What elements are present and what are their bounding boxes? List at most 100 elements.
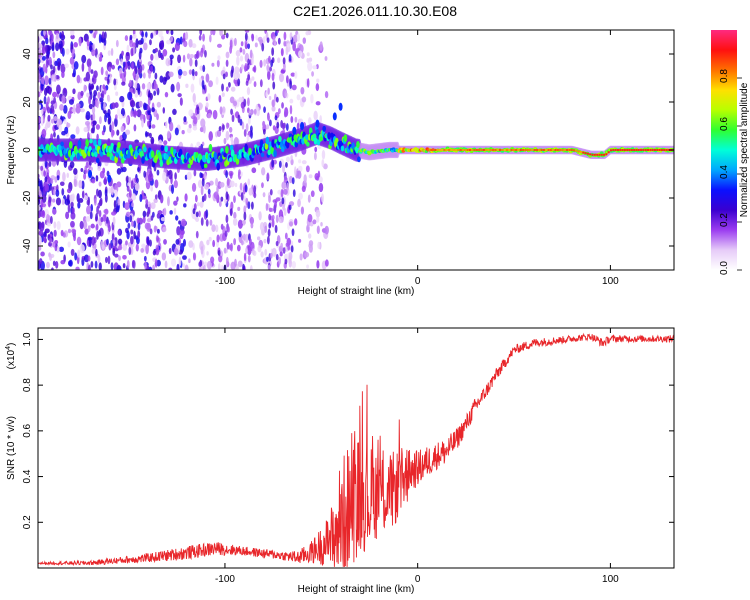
- spectrogram-streak: [103, 31, 107, 40]
- spectrogram-speckle: [126, 44, 130, 53]
- spectrogram-speckle: [233, 37, 237, 47]
- spectrogram-streak: [274, 224, 278, 234]
- spectrogram-speckle: [55, 189, 60, 197]
- spectrogram-streak: [283, 111, 287, 118]
- spectrogram-streak: [99, 51, 103, 58]
- spectrogram-streak: [272, 81, 276, 90]
- spectrogram-speckle: [158, 30, 163, 38]
- spectrogram-speckle: [60, 259, 66, 265]
- spectrogram-streak: [156, 235, 159, 242]
- spectrogram-excursion: [107, 174, 112, 183]
- spectrogram-ridge-core: [164, 145, 168, 153]
- spectrogram-ridge-peak: [512, 149, 515, 151]
- snr-y-scale-label: (x104): [5, 343, 17, 370]
- spectrogram-ridge-peak: [614, 149, 617, 151]
- spectrogram-speckle: [121, 81, 126, 86]
- spectrogram-ridge-peak: [438, 149, 441, 151]
- spectrogram-speckle: [78, 180, 83, 189]
- spectrogram-speckle: [305, 30, 310, 36]
- spectrogram-speckle: [119, 95, 125, 103]
- spectrogram-speckle: [125, 51, 130, 57]
- spectrogram-streak: [285, 75, 289, 84]
- spectrogram-speckle: [184, 264, 189, 270]
- spectrogram-speckle: [215, 224, 219, 233]
- spectrogram-streak: [137, 230, 141, 239]
- spectrogram-speckle: [78, 198, 84, 203]
- spectrogram-ridge-core: [167, 150, 171, 156]
- spectrogram-streak: [44, 176, 48, 183]
- spectrogram-speckle: [52, 198, 56, 203]
- spectrogram-speckle: [146, 218, 152, 223]
- spectrogram-speckle: [176, 81, 181, 92]
- spectrogram-speckle: [241, 240, 244, 246]
- spectrogram-speckle: [62, 87, 68, 98]
- spectrogram-speckle: [308, 174, 313, 179]
- spectrogram-streak: [53, 74, 57, 83]
- spectrogram-streak: [146, 236, 150, 246]
- spectrogram-ridge-peak: [448, 149, 451, 151]
- spectrogram-speckle: [45, 54, 50, 60]
- spectrogram-speckle: [61, 95, 66, 104]
- spectrogram-speckle: [228, 126, 233, 133]
- spectrogram-streak: [120, 167, 124, 173]
- spectrogram-ridge-core: [228, 157, 233, 162]
- spectrogram-speckle: [183, 203, 187, 208]
- spectrogram-streak: [50, 133, 53, 140]
- spectrogram-speckle: [324, 259, 329, 267]
- spectrogram-streak: [269, 119, 272, 127]
- spectrogram-streak: [286, 182, 289, 192]
- spectrogram-streak: [112, 247, 116, 256]
- spectrogram-speckle: [157, 49, 162, 59]
- spectrogram-y-ticks: -40 -20 0 20 40: [22, 48, 674, 253]
- spectrogram-streak: [127, 222, 131, 229]
- spectrogram-streak: [88, 65, 91, 73]
- spectrogram-speckle: [162, 226, 167, 233]
- spectrogram-streak: [271, 214, 275, 221]
- spectrogram-speckle: [176, 196, 179, 202]
- spectrogram-streak: [92, 112, 96, 121]
- spectrogram-speckle: [205, 102, 209, 108]
- spectrogram-speckle: [130, 180, 134, 190]
- spectrogram-speckle: [296, 122, 300, 131]
- spectrogram-streak: [103, 38, 107, 46]
- spectrogram-ridge-peak: [459, 149, 462, 151]
- spectrogram-speckle: [91, 178, 96, 184]
- spectrogram-streak: [48, 30, 51, 36]
- spectrogram-speckle: [170, 184, 175, 194]
- spectrogram-speckle: [164, 91, 169, 98]
- spectrogram-streak: [201, 178, 205, 187]
- spectrogram-speckle: [178, 256, 182, 267]
- spectrogram-speckle: [324, 225, 329, 235]
- spectrogram-speckle: [247, 116, 251, 125]
- spectrogram-speckle: [300, 206, 305, 215]
- spectrogram-streak: [48, 77, 52, 85]
- spectrogram-speckle: [306, 264, 310, 269]
- x-tick-label: 100: [602, 276, 619, 287]
- spectrogram-streak: [278, 160, 282, 169]
- spectrogram-streak: [274, 115, 278, 121]
- spectrogram-speckle: [82, 220, 88, 230]
- spectrogram-ridge-core: [343, 134, 348, 142]
- spectrogram-streak: [194, 59, 198, 67]
- spectrogram-streak: [266, 256, 269, 262]
- spectrogram-speckle: [300, 86, 305, 95]
- spectrogram-speckle: [59, 104, 64, 111]
- spectrogram-ridge-core: [141, 156, 145, 164]
- spectrogram-streak: [218, 200, 222, 207]
- spectrogram-ridge-peak: [499, 149, 502, 151]
- spectrogram-streak: [275, 96, 279, 103]
- spectrogram-speckle: [259, 59, 263, 68]
- spectrogram-speckle: [190, 83, 195, 93]
- spectrogram-streak: [139, 64, 143, 74]
- spectrogram-ridge-peak: [522, 149, 525, 151]
- spectrogram-speckle: [81, 54, 87, 64]
- spectrogram-speckle: [142, 210, 147, 218]
- spectrogram-speckle: [60, 63, 66, 74]
- spectrogram-speckle: [83, 173, 87, 180]
- spectrogram-ridge-peak: [455, 149, 458, 151]
- spectrogram-streak: [224, 198, 227, 204]
- spectrogram-streak: [269, 189, 273, 196]
- spectrogram-speckle: [95, 124, 101, 130]
- spectrogram-speckle: [238, 96, 244, 103]
- spectrogram-speckle: [134, 183, 140, 191]
